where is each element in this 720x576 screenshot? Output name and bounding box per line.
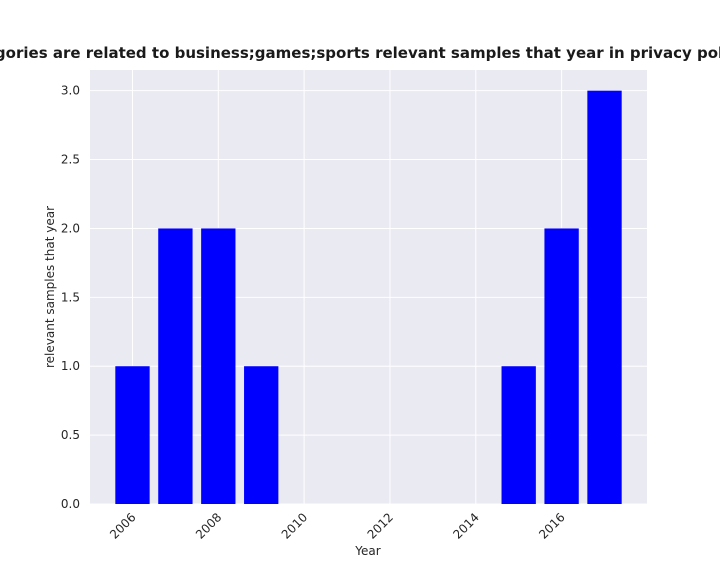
- y-tick-label: 0.5: [61, 428, 80, 442]
- bar: [544, 228, 579, 504]
- chart-title: categories are related to business;games…: [0, 44, 720, 62]
- y-tick-label: 3.0: [61, 84, 80, 98]
- bar: [201, 228, 236, 504]
- x-tick-label: 2014: [450, 510, 481, 541]
- bar: [115, 366, 150, 504]
- x-tick-label: 2012: [365, 510, 396, 541]
- x-tick-label: 2006: [107, 510, 138, 541]
- y-axis-label: relevant samples that year: [43, 206, 57, 368]
- y-tick-label: 1.5: [61, 290, 80, 304]
- bar: [501, 366, 536, 504]
- y-tick-label: 2.5: [61, 153, 80, 167]
- y-tick-label: 2.0: [61, 221, 80, 235]
- y-tick-label: 0.0: [61, 497, 80, 511]
- x-tick-label: 2010: [279, 510, 310, 541]
- y-tick-label: 1.0: [61, 359, 80, 373]
- x-tick-label: 2016: [536, 510, 567, 541]
- bar: [244, 366, 279, 504]
- bar: [587, 90, 622, 505]
- x-tick-label: 2008: [193, 510, 224, 541]
- x-axis-label: Year: [354, 544, 380, 558]
- bar: [158, 228, 193, 504]
